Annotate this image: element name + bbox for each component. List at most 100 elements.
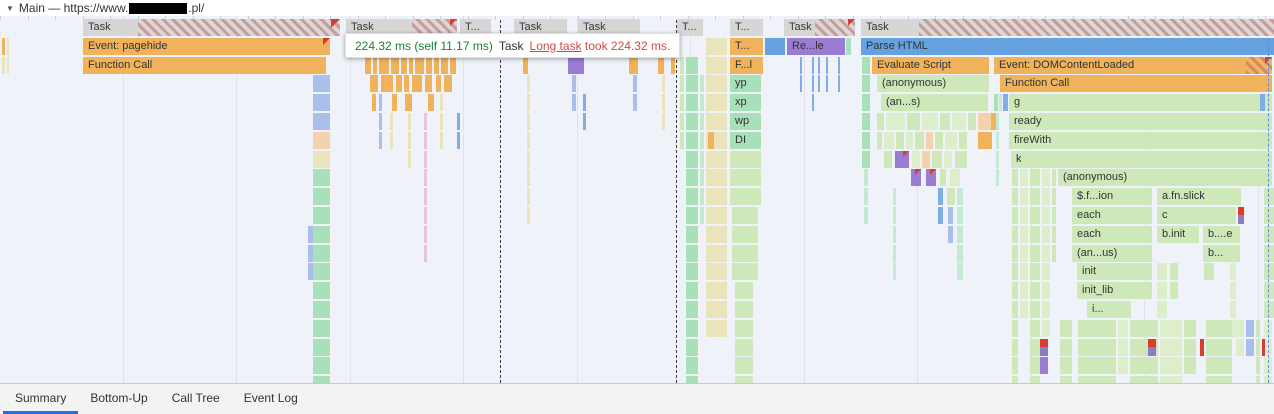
task-bar[interactable]: Task	[784, 19, 855, 36]
flame-decor	[313, 169, 330, 187]
flame-bar[interactable]: wp	[730, 113, 761, 130]
flame-decor	[700, 207, 704, 224]
flame-bar[interactable]: Function Call	[1000, 75, 1272, 93]
flame-bar[interactable]: b...	[1203, 244, 1240, 262]
task-bar[interactable]: T...	[460, 19, 491, 36]
flame-decor	[935, 131, 943, 149]
flame-bar[interactable]: Re...le	[787, 37, 845, 55]
flame-decor	[990, 113, 996, 130]
flame-chart-canvas[interactable]: Task Task T... Task Task T... T... Task Task Even…	[0, 16, 1274, 383]
flame-bar[interactable]: Evaluate Script	[872, 56, 989, 74]
flame-bar-label: wp	[735, 115, 750, 127]
flame-bar-label: Task	[519, 21, 542, 33]
flame-bar[interactable]: $.f...ion	[1072, 188, 1152, 206]
flame-bar[interactable]: k	[1011, 150, 1272, 168]
flame-bar-label: fireWith	[1014, 133, 1052, 146]
flame-bar[interactable]: T...	[730, 37, 763, 55]
flame-bar-label: init	[1082, 265, 1097, 278]
flame-decor	[1264, 225, 1274, 243]
flame-bar[interactable]: DI	[730, 131, 761, 149]
flame-bar-label: b...	[1208, 246, 1224, 259]
flame-bar[interactable]: c	[1157, 207, 1236, 224]
flame-bar-label: Task	[351, 21, 374, 33]
flame-bar[interactable]: i...	[1087, 301, 1131, 318]
tab-summary[interactable]: Summary	[3, 384, 79, 414]
flame-bar[interactable]: Parse HTML	[861, 37, 1274, 55]
ruler-tick	[632, 16, 634, 20]
flame-bar[interactable]: g	[1009, 94, 1272, 112]
tab-bottom-up[interactable]: Bottom-Up	[90, 390, 148, 405]
flame-decor	[1206, 338, 1232, 356]
flame-decor	[662, 75, 665, 93]
tab-event-log[interactable]: Event Log	[243, 390, 298, 405]
task-bar[interactable]: T...	[730, 19, 763, 36]
flame-decor	[313, 301, 330, 318]
flame-bar-label: b....e	[1208, 227, 1233, 240]
flame-decor	[968, 113, 976, 130]
flame-bar-label: each	[1077, 227, 1101, 240]
flame-decor	[686, 113, 698, 130]
task-bar[interactable]: Task	[83, 19, 340, 36]
flame-bar[interactable]: fireWith	[1009, 131, 1272, 149]
flame-bar[interactable]: (an...s)	[881, 94, 988, 112]
flame-bar-label: (an...s)	[886, 96, 921, 109]
flame-decor	[730, 150, 761, 168]
flame-decor	[884, 131, 894, 149]
flame-bar-label: T...	[735, 21, 750, 33]
task-bar[interactable]: Task	[346, 19, 457, 36]
flame-bar[interactable]: init	[1077, 263, 1152, 281]
flame-bar[interactable]: each	[1072, 225, 1152, 243]
flame-decor	[686, 338, 698, 356]
ruler-tick	[1182, 16, 1184, 20]
ruler-tick	[1237, 16, 1239, 20]
flame-decor	[391, 56, 399, 74]
flame-bar[interactable]: init_lib	[1077, 282, 1152, 300]
flame-decor	[1060, 357, 1072, 375]
frame-boundary-line	[676, 20, 677, 383]
flame-decor	[846, 37, 851, 55]
flame-bar-label: Event: DOMContentLoaded	[999, 58, 1135, 71]
flame-bar[interactable]: a.fn.slick	[1157, 188, 1241, 206]
expander-triangle-icon[interactable]: ▼	[6, 3, 14, 13]
flame-bar[interactable]: (an...us)	[1072, 244, 1152, 262]
warning-triangle-icon	[848, 19, 855, 26]
flame-bar-label: (anonymous)	[882, 77, 947, 90]
flame-decor	[680, 56, 684, 74]
long-task-link[interactable]: Long task	[529, 38, 582, 53]
flame-decor	[424, 131, 427, 149]
flame-bar[interactable]: yp	[730, 75, 761, 93]
flame-decor	[1012, 188, 1018, 206]
task-bar[interactable]: Task	[578, 19, 640, 36]
flame-bar[interactable]: Function Call	[83, 56, 326, 74]
long-task-stripe	[815, 19, 855, 36]
flame-decor	[424, 225, 427, 243]
flame-decor	[440, 131, 443, 149]
flame-bar[interactable]: Event: DOMContentLoaded	[994, 56, 1272, 74]
ruler-tick	[1100, 16, 1101, 20]
flame-bar[interactable]: b.init	[1157, 225, 1199, 243]
long-task-stripe	[138, 19, 340, 36]
flame-bar[interactable]: xp	[730, 94, 761, 112]
flame-decor	[1020, 225, 1028, 243]
flame-decor	[1030, 338, 1040, 356]
flame-bar[interactable]: ready	[1009, 113, 1272, 130]
flame-bar[interactable]: (anonymous)	[877, 75, 989, 93]
flame-decor	[686, 244, 698, 262]
flame-bar[interactable]: each	[1072, 207, 1152, 224]
tab-call-tree[interactable]: Call Tree	[171, 390, 220, 405]
flame-decor	[996, 169, 999, 187]
flame-decor	[1012, 357, 1018, 375]
task-bar[interactable]: Task	[861, 19, 1274, 36]
ruler-tick	[247, 16, 249, 20]
task-bar[interactable]: T...	[677, 19, 703, 36]
flame-bar[interactable]: F...l	[730, 56, 763, 74]
flame-bar[interactable]: (anonymous)	[1058, 169, 1272, 187]
flame-decor	[862, 94, 870, 112]
flame-decor	[1078, 338, 1116, 356]
task-bar[interactable]: Task	[514, 19, 567, 36]
flame-decor	[633, 75, 637, 93]
flame-bar[interactable]: b....e	[1203, 225, 1240, 243]
flame-decor	[1256, 319, 1260, 337]
flame-bar[interactable]: Event: pagehide	[83, 37, 330, 55]
flame-decor	[864, 207, 868, 224]
